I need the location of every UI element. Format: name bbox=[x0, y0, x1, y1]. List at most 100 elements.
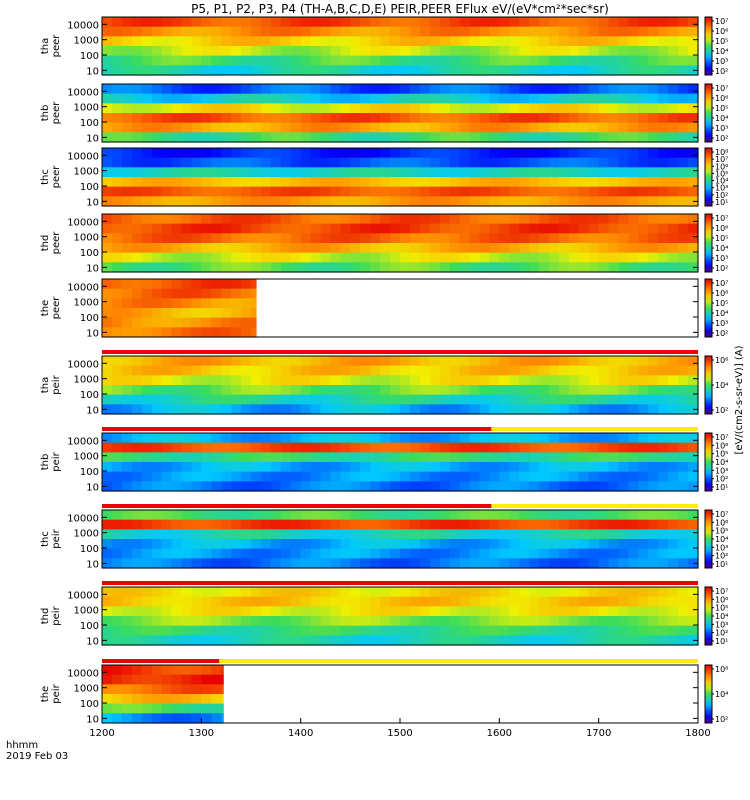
spectrogram-cell bbox=[181, 196, 192, 207]
spectrogram-cell bbox=[141, 539, 153, 550]
spectrogram-cell bbox=[648, 65, 659, 76]
spectrogram-cell bbox=[598, 596, 610, 607]
colorbar-tick-label: 10⁴ bbox=[715, 612, 728, 621]
panel-label: thbpeer bbox=[40, 101, 62, 125]
spectrogram-cell bbox=[191, 713, 202, 724]
spectrogram-cell bbox=[558, 113, 570, 124]
spectrogram-cell bbox=[280, 65, 292, 76]
spectrogram-cell bbox=[270, 65, 282, 76]
spectrogram-cell bbox=[251, 298, 257, 309]
spectrogram-cell bbox=[370, 452, 381, 463]
spectrogram-cell bbox=[181, 375, 192, 386]
spectrogram-cell bbox=[221, 223, 232, 234]
spectrogram-cell bbox=[519, 433, 530, 444]
spectrogram-cell bbox=[310, 223, 322, 234]
spectrogram-cell bbox=[499, 214, 510, 225]
spectrogram-cell bbox=[131, 103, 143, 114]
spectrogram-cell bbox=[638, 539, 649, 550]
spectrogram-cell bbox=[578, 616, 590, 627]
spectrogram-cell bbox=[191, 385, 202, 396]
spectrogram-cell bbox=[479, 93, 490, 104]
spectrogram-cell bbox=[161, 308, 173, 319]
spectrogram-cell bbox=[469, 404, 481, 415]
spectrogram-cell bbox=[211, 177, 222, 188]
spectrogram-cell bbox=[360, 548, 371, 559]
spectrogram-cell bbox=[588, 587, 600, 598]
panel-frame bbox=[101, 432, 699, 492]
spectrogram-cell bbox=[310, 433, 322, 444]
spectrogram-cell bbox=[489, 558, 500, 569]
spectrogram-cell bbox=[191, 46, 202, 57]
spectrogram-cell bbox=[618, 243, 630, 254]
spectrogram-cell bbox=[340, 36, 351, 47]
spectrogram-cell bbox=[678, 233, 689, 244]
spectrogram-cell bbox=[251, 26, 262, 37]
spectrogram-cell bbox=[380, 442, 391, 453]
spectrogram-cell bbox=[469, 558, 481, 569]
spectrogram-cell bbox=[290, 539, 302, 550]
spectrogram-cell bbox=[499, 167, 510, 178]
spectrogram-cell bbox=[360, 462, 371, 473]
spectrogram-cell bbox=[350, 539, 361, 550]
spectrogram-cell bbox=[459, 548, 471, 559]
spectrogram-cell bbox=[260, 375, 272, 386]
spectrogram-cell bbox=[598, 548, 610, 559]
spectrogram-cell bbox=[231, 279, 242, 290]
spectrogram-cell bbox=[668, 404, 679, 415]
spectrogram-cell bbox=[330, 404, 341, 415]
spectrogram-cell bbox=[300, 103, 312, 114]
spectrogram-cell bbox=[330, 223, 341, 234]
spectrogram-cell bbox=[221, 365, 232, 376]
spectrogram-cell bbox=[201, 167, 212, 178]
spectrogram-cell bbox=[479, 635, 490, 646]
spectrogram-cell bbox=[211, 694, 222, 705]
spectrogram-cell bbox=[350, 433, 361, 444]
spectrogram-cell bbox=[121, 548, 133, 559]
spectrogram-cell bbox=[221, 186, 232, 197]
spectrogram-cell bbox=[400, 262, 411, 273]
spectrogram-cell bbox=[151, 252, 163, 263]
y-tick-label: 1000 bbox=[74, 298, 99, 309]
spectrogram-cell bbox=[429, 481, 441, 492]
spectrogram-cell bbox=[479, 442, 490, 453]
spectrogram-cell bbox=[539, 84, 550, 95]
spectrogram-cell bbox=[280, 103, 292, 114]
spectrogram-cell bbox=[350, 587, 361, 598]
spectrogram-cell bbox=[211, 65, 222, 76]
spectrogram-cell bbox=[111, 157, 123, 168]
spectrogram-cell bbox=[429, 519, 441, 530]
spectrogram-cell bbox=[221, 327, 232, 338]
spectrogram-cell bbox=[300, 433, 312, 444]
spectrogram-cell bbox=[221, 84, 232, 95]
spectrogram-cell bbox=[350, 132, 361, 143]
spectrogram-cell bbox=[191, 327, 202, 338]
spectrogram-cell bbox=[499, 157, 510, 168]
spectrogram-cell bbox=[668, 214, 679, 225]
spectrogram-cell bbox=[201, 317, 212, 328]
colorbar-tick-label: 10⁷ bbox=[715, 433, 728, 442]
spectrogram-cell bbox=[161, 539, 173, 550]
spectrogram-cell bbox=[151, 132, 163, 143]
spectrogram-cell bbox=[280, 462, 292, 473]
spectrogram-cell bbox=[429, 539, 441, 550]
spectrogram-cell bbox=[658, 356, 669, 367]
colorbar-tick-label: 10⁶ bbox=[715, 441, 728, 450]
spectrogram-cell bbox=[519, 510, 530, 521]
spectrogram-cell bbox=[280, 356, 292, 367]
spectrogram-cell bbox=[648, 404, 659, 415]
spectrogram-cell bbox=[201, 55, 212, 66]
spectrogram-cell bbox=[509, 214, 520, 225]
spectrogram-cell bbox=[260, 132, 272, 143]
spectrogram-cell bbox=[320, 385, 332, 396]
spectrogram-cell bbox=[668, 167, 679, 178]
spectrogram-cell bbox=[509, 433, 520, 444]
spectrogram-cell bbox=[181, 665, 192, 676]
spectrogram-cell bbox=[241, 36, 252, 47]
spectrogram-cell bbox=[181, 167, 192, 178]
spectrogram-cell bbox=[608, 481, 620, 492]
spectrogram-cell bbox=[191, 394, 202, 405]
spectrogram-cell bbox=[499, 122, 510, 133]
spectrogram-cell bbox=[509, 539, 520, 550]
spectrogram-cell bbox=[678, 157, 689, 168]
spectrogram-cell bbox=[161, 46, 173, 57]
